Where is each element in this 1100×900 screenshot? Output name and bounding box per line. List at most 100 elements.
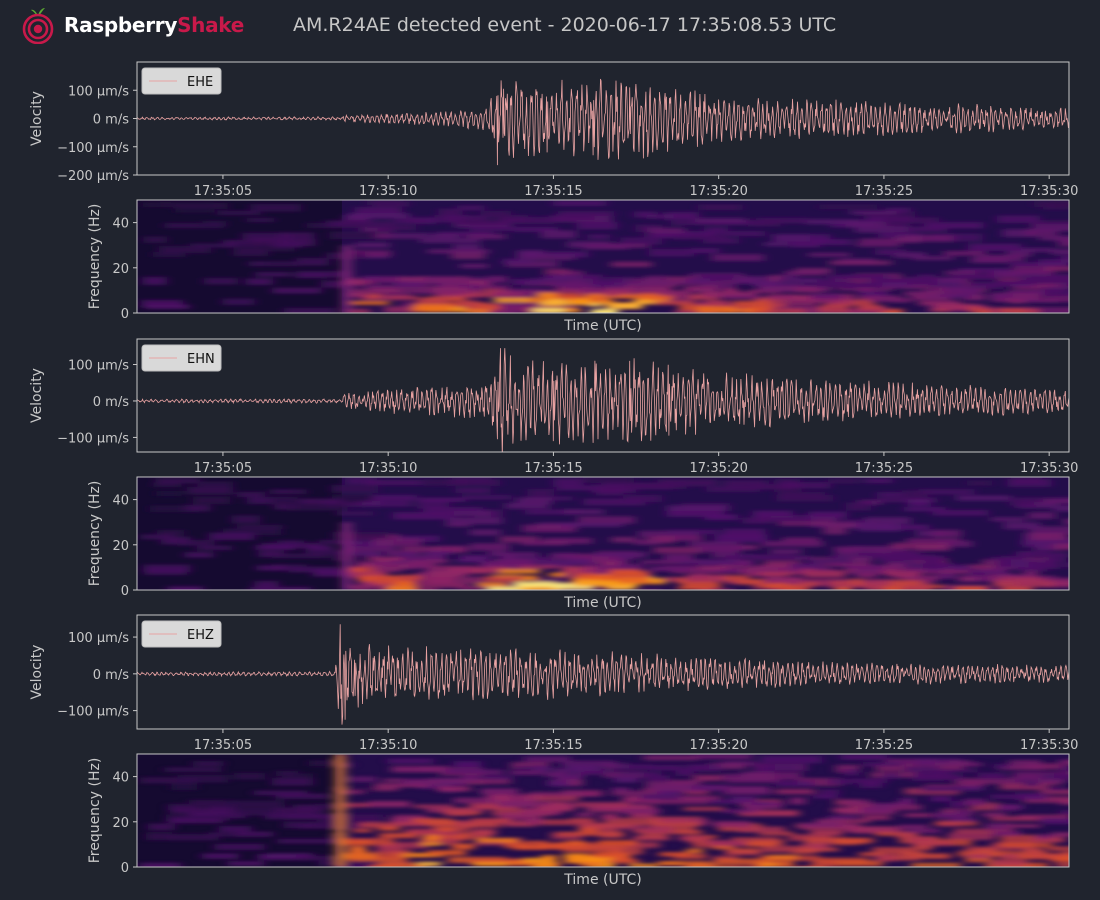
noise-streak [850,210,897,215]
energy-streak [516,766,545,770]
noise-streak [872,847,915,855]
energy-streak [501,796,537,804]
noise-streak [169,808,232,814]
y-tick-label: 20 [112,262,129,277]
energy-streak [649,765,683,771]
noise-streak [844,799,872,806]
noise-streak [836,860,883,867]
energy-streak [397,574,421,581]
energy-streak [1015,566,1048,572]
noise-streak [1038,235,1069,241]
noise-streak [654,296,694,304]
energy-streak [815,818,847,824]
noise-streak [823,526,847,535]
noise-streak [932,509,989,516]
energy-streak [907,836,936,843]
noise-streak [638,589,662,590]
energy-streak [813,794,838,799]
noise-streak [164,767,222,772]
energy-streak [856,573,878,578]
noise-streak [956,495,1012,501]
noise-streak [227,861,265,866]
noise-streak [633,539,660,545]
energy-streak [951,564,972,571]
energy-streak [923,560,943,568]
noise-streak [296,271,353,278]
noise-streak [907,499,931,507]
energy-streak [730,308,754,313]
velocity-panel-ehn: 100 µm/s 0 m/s −100 µm/s 17:35:05 17:35:10 17… [29,338,1078,476]
noise-streak [272,287,322,294]
noise-streak [577,516,636,524]
energy-streak [710,800,750,804]
energy-streak [1010,559,1029,566]
energy-streak [579,823,612,828]
energy-streak [356,561,386,568]
energy-streak [726,580,743,585]
energy-streak [612,564,644,571]
noise-streak [722,528,766,537]
noise-streak [583,498,646,506]
noise-streak [283,821,327,829]
noise-streak [155,477,201,484]
noise-streak [548,251,589,258]
noise-streak [387,758,434,764]
noise-streak [264,813,324,820]
noise-streak [877,492,903,497]
noise-streak [583,243,629,250]
energy-streak [656,788,682,796]
raspberry-icon [22,8,54,44]
energy-streak [581,564,615,571]
energy-streak [568,558,593,565]
energy-streak [495,289,511,297]
spectrogram-panel-ehe: 0 20 40 Frequency (Hz) Time (UTC) [87,199,1070,334]
noise-streak [780,482,831,489]
energy-streak [348,301,389,305]
noise-streak [797,778,841,786]
noise-streak [990,816,1039,821]
energy-streak [760,862,778,867]
noise-streak [671,568,729,574]
energy-streak [869,580,908,587]
noise-streak [256,565,287,571]
noise-streak [881,804,922,811]
noise-streak [236,491,266,498]
x-tick-label: 17:35:20 [689,738,747,753]
noise-streak [517,250,545,258]
energy-streak [343,852,377,860]
noise-streak [366,480,423,486]
energy-streak [861,806,894,813]
noise-streak [1024,796,1069,803]
noise-streak [257,853,313,861]
energy-streak [698,559,736,566]
energy-streak [722,288,739,294]
energy-streak [611,787,630,792]
energy-streak [778,279,801,286]
energy-streak [871,278,890,283]
noise-streak [693,774,723,782]
y-tick-label: 20 [112,539,129,554]
energy-streak [712,845,735,850]
noise-streak [934,821,978,826]
energy-streak [408,563,428,569]
energy-streak [734,559,753,566]
energy-streak [431,778,468,782]
noise-streak [316,819,353,828]
energy-streak [751,801,774,806]
noise-streak [885,207,912,213]
energy-streak [993,581,1018,588]
energy-streak [424,819,457,826]
noise-streak [653,231,715,238]
energy-streak [418,784,452,789]
noise-streak [184,504,211,512]
noise-streak [1047,846,1069,851]
energy-streak [789,563,821,570]
noise-streak [1068,853,1069,862]
noise-streak [485,304,523,313]
noise-streak [895,831,919,839]
noise-streak [854,225,909,233]
noise-streak [283,307,336,313]
energy-streak [574,579,601,587]
energy-streak [438,827,455,831]
x-tick-label: 17:35:10 [359,184,417,199]
